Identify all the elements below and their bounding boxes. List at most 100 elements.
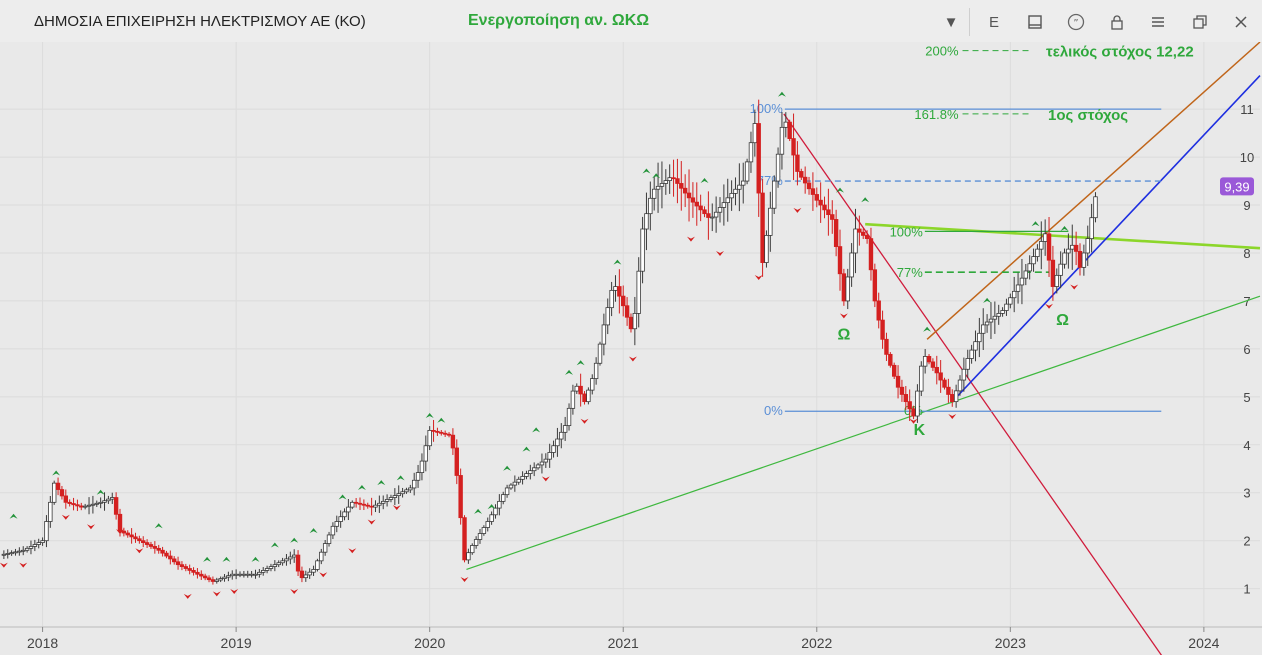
candle-body	[679, 183, 684, 189]
swing-high-marker	[777, 91, 786, 97]
candle-body	[90, 503, 96, 506]
candle-body	[168, 555, 173, 560]
candle-body	[44, 521, 49, 542]
candle-body	[528, 470, 533, 474]
hamburger-icon[interactable]	[1145, 9, 1171, 35]
candle-body	[1008, 297, 1013, 305]
candle-body	[806, 182, 812, 190]
x-tick-label: 2024	[1188, 635, 1219, 651]
swing-low-marker	[793, 207, 802, 213]
swing-low-marker	[909, 418, 918, 424]
candle-body	[423, 445, 429, 462]
candle-body	[698, 205, 703, 211]
candle-body	[160, 549, 165, 554]
candle-body	[841, 273, 847, 302]
candle-body	[578, 385, 583, 395]
candle-body	[338, 516, 343, 522]
candle-body	[957, 379, 963, 392]
e-button[interactable]: E	[988, 13, 999, 31]
candle-body	[148, 544, 154, 547]
swing-high-marker	[154, 523, 163, 529]
price-chart[interactable]: 2018 2019 2020 2021 2022 2023 2024 1 2 3 4 5 6 7 8 9 10 1…	[0, 42, 1262, 655]
swing-low-marker	[541, 476, 550, 482]
candle-body	[454, 447, 459, 476]
candle-body	[470, 545, 475, 554]
swing-high-marker	[613, 259, 622, 265]
y-tick-label: 8	[1243, 246, 1250, 261]
candle-body	[1023, 270, 1029, 279]
candle-body	[694, 201, 699, 207]
y-tick-label: 9	[1243, 198, 1250, 213]
lock-icon[interactable]	[1104, 9, 1130, 35]
panel-icon[interactable]	[1022, 9, 1048, 35]
candle-body	[187, 568, 192, 571]
candle-body	[760, 192, 765, 263]
candle-body	[1046, 233, 1052, 261]
swing-low-marker	[1045, 303, 1054, 309]
swing-high-marker	[700, 178, 709, 184]
y-tick-label: 6	[1243, 342, 1250, 357]
quote-icon[interactable]: ”	[1063, 9, 1089, 35]
swing-low-marker	[348, 548, 357, 554]
fib-level-label: 0%	[764, 403, 783, 418]
candle-body	[9, 552, 14, 555]
candle-body	[489, 514, 494, 522]
candle-body	[590, 378, 595, 391]
candle-body	[814, 194, 819, 201]
swing-low-marker	[183, 593, 192, 599]
candle-body	[171, 558, 177, 563]
candle-body	[117, 513, 123, 532]
candle-body	[59, 489, 65, 497]
swing-low-marker	[61, 514, 70, 520]
candle-body	[636, 270, 641, 314]
candle-body	[725, 197, 730, 204]
swing-high-marker	[503, 465, 512, 471]
candle-body	[586, 389, 591, 403]
candle-body	[659, 183, 665, 187]
candle-body	[396, 493, 401, 497]
swing-high-marker	[309, 528, 318, 534]
candle-body	[744, 161, 750, 182]
candle-body	[152, 546, 158, 549]
candle-body	[884, 338, 889, 355]
candle-body	[1085, 238, 1090, 254]
candle-body	[98, 501, 103, 504]
pattern-annotation: Ω	[837, 326, 850, 343]
candle-body	[992, 315, 998, 320]
candle-body	[771, 180, 777, 209]
swing-high-marker	[1031, 221, 1040, 227]
swing-low-marker	[116, 529, 124, 535]
candle-body	[915, 390, 920, 417]
candle-body	[737, 184, 742, 190]
swing-high-marker	[203, 556, 212, 562]
swing-high-marker	[52, 470, 61, 476]
close-icon[interactable]	[1228, 9, 1254, 35]
candle-body	[779, 126, 785, 155]
candle-body	[36, 542, 41, 545]
y-tick-label: 1	[1243, 582, 1250, 597]
swing-low-marker	[212, 591, 221, 597]
candle-body	[141, 540, 146, 544]
candle-body	[291, 554, 297, 558]
candle-body	[1042, 233, 1048, 242]
candle-body	[551, 445, 556, 453]
candle-body	[493, 507, 498, 516]
swing-low-marker	[839, 313, 848, 319]
candle-body	[655, 185, 661, 190]
candle-body	[179, 564, 185, 567]
candle-body	[640, 228, 645, 272]
swing-high-marker	[377, 480, 386, 486]
candle-body	[539, 461, 545, 466]
candle-body	[466, 552, 471, 561]
swing-low-marker	[948, 414, 957, 420]
fib-ext-label: 200%	[925, 44, 959, 59]
candle-body	[501, 494, 506, 502]
swing-low-marker	[230, 589, 239, 595]
swing-low-marker	[367, 519, 376, 525]
candle-body	[94, 502, 99, 505]
candle-body	[706, 213, 711, 218]
restore-icon[interactable]	[1187, 9, 1213, 35]
fib-ext-label: 161.8%	[914, 107, 959, 122]
caret-down-icon[interactable]: ▼	[943, 13, 959, 31]
candle-body	[686, 192, 692, 199]
